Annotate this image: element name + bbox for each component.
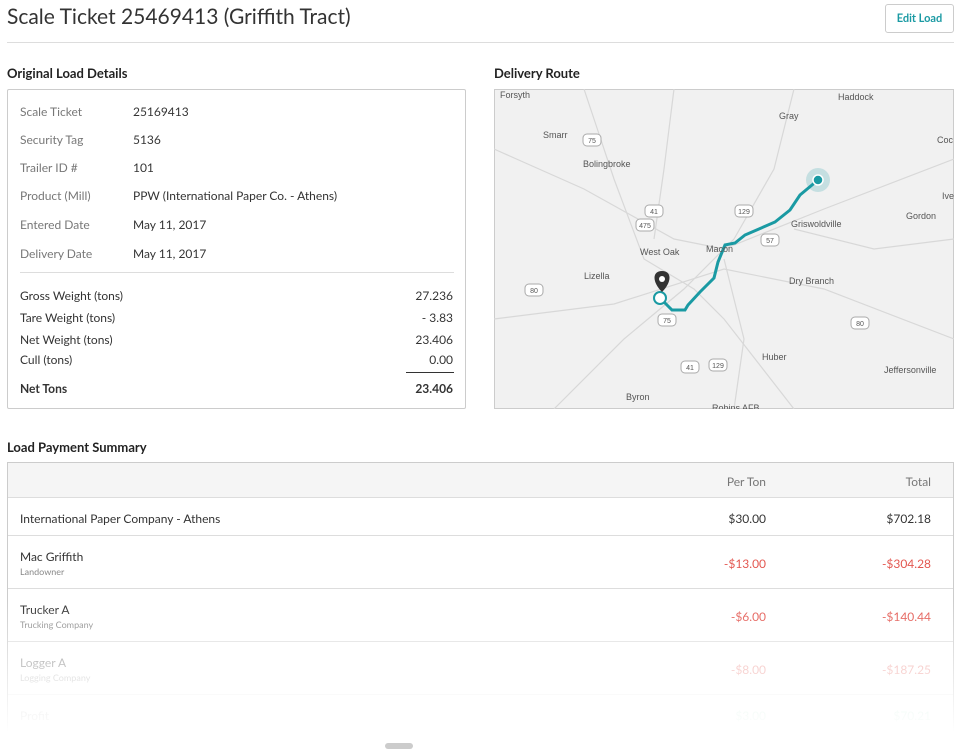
route-number: 475: [639, 223, 651, 230]
route-number: 75: [663, 318, 671, 325]
route-number: 80: [530, 288, 538, 295]
field-value: 5136: [133, 132, 161, 147]
route-number: 57: [766, 238, 774, 245]
place-label: Smarr: [543, 130, 568, 140]
pin-hole: [659, 276, 665, 282]
map: Forsyth Haddock Gray Smarr Coc Bolingbroke Ive…: [494, 89, 954, 409]
section-title: Load Payment Summary: [7, 439, 147, 455]
sum-line: [406, 372, 454, 373]
section-title: Delivery Route: [494, 65, 580, 81]
weight-label: Cull (tons): [20, 352, 73, 367]
field-value: May 11, 2017: [133, 246, 207, 261]
route-number: 80: [856, 321, 864, 328]
place-label: Griswoldville: [791, 219, 842, 229]
payee-name: International Paper Company - Athens: [20, 511, 221, 526]
field-label: Product (Mill): [20, 188, 91, 203]
weight-value: 23.406: [415, 332, 453, 347]
field-value: PPW (International Paper Co. - Athens): [133, 188, 338, 203]
weight-value: 27.236: [415, 288, 453, 303]
place-label: Huber: [762, 352, 787, 362]
place-label: Forsyth: [500, 90, 530, 100]
route-shield: [708, 358, 728, 372]
payment-row: Mac Griffith Landowner -$13.00 -$304.28: [8, 536, 953, 589]
field-value: 25169413: [133, 104, 189, 119]
per-ton: -$13.00: [723, 556, 766, 571]
place-label: Dry Branch: [789, 276, 834, 286]
route-shield: [657, 313, 677, 327]
table-header: Per Ton Total: [8, 463, 953, 498]
divider: [7, 42, 954, 43]
total: -$304.28: [881, 556, 931, 571]
field-label: Security Tag: [20, 132, 84, 147]
origin-dot: [653, 291, 667, 305]
route-line: [658, 178, 819, 312]
route-shield: [524, 283, 544, 297]
route-shield: [734, 204, 754, 218]
route-number: 75: [588, 138, 596, 145]
route-shield: [582, 133, 602, 147]
route-number: 41: [650, 209, 658, 216]
destination-dot: [812, 174, 824, 186]
weight-label: Net Weight (tons): [20, 332, 113, 347]
field-value: 101: [133, 160, 154, 175]
column-header: Total: [905, 474, 931, 489]
column-header: Per Ton: [726, 474, 766, 489]
weight-label: Gross Weight (tons): [20, 288, 123, 303]
scroll-handle: [385, 743, 413, 749]
field-label: Delivery Date: [20, 246, 93, 261]
field-label: Trailer ID #: [20, 160, 78, 175]
route-shield: [635, 218, 655, 232]
divider: [20, 272, 454, 273]
payee-role: Landowner: [20, 566, 65, 577]
place-label: Coc: [937, 135, 954, 145]
place-label: Jeffersonville: [884, 365, 936, 375]
total: $702.18: [886, 511, 931, 526]
weight-value: 0.00: [429, 352, 453, 367]
weight-label: Tare Weight (tons): [20, 310, 116, 325]
page-title: Scale Ticket 25469413 (Griffith Tract): [7, 4, 351, 29]
place-label: Ive: [942, 191, 954, 201]
payment-row: International Paper Company - Athens $30.…: [8, 498, 953, 536]
total-label: Net Tons: [20, 381, 68, 396]
field-label: Scale Ticket: [20, 104, 83, 119]
total-value: 23.406: [415, 381, 453, 396]
weight-value: - 3.83: [421, 310, 453, 325]
route-number: 129: [712, 363, 724, 370]
route-shield: [680, 360, 700, 374]
place-label: Haddock: [838, 92, 874, 102]
field-value: May 11, 2017: [133, 217, 207, 232]
route-shield: [850, 316, 870, 330]
fade-overlay: [0, 600, 960, 755]
route-shield: [644, 204, 664, 218]
field-label: Entered Date: [20, 217, 90, 232]
payee-name: Mac Griffith: [20, 549, 84, 564]
section-title: Original Load Details: [7, 65, 128, 81]
place-label: Macon: [706, 244, 733, 254]
per-ton: $30.00: [728, 511, 766, 526]
route-number: 129: [738, 209, 750, 216]
place-label: Gray: [779, 111, 799, 121]
route-number: 41: [686, 365, 694, 372]
place-label: Gordon: [906, 211, 936, 221]
route-shield: [760, 233, 780, 247]
place-label: Byron: [626, 392, 650, 402]
edit-load-button[interactable]: Edit Load: [885, 4, 954, 33]
details-card: Scale Ticket 25169413 Security Tag 5136 Trai…: [7, 89, 466, 409]
place-label: Lizella: [584, 271, 610, 281]
place-label: West Oak: [640, 247, 680, 257]
place-label: Bolingbroke: [583, 159, 631, 169]
place-label: Robins AFB: [712, 403, 760, 409]
